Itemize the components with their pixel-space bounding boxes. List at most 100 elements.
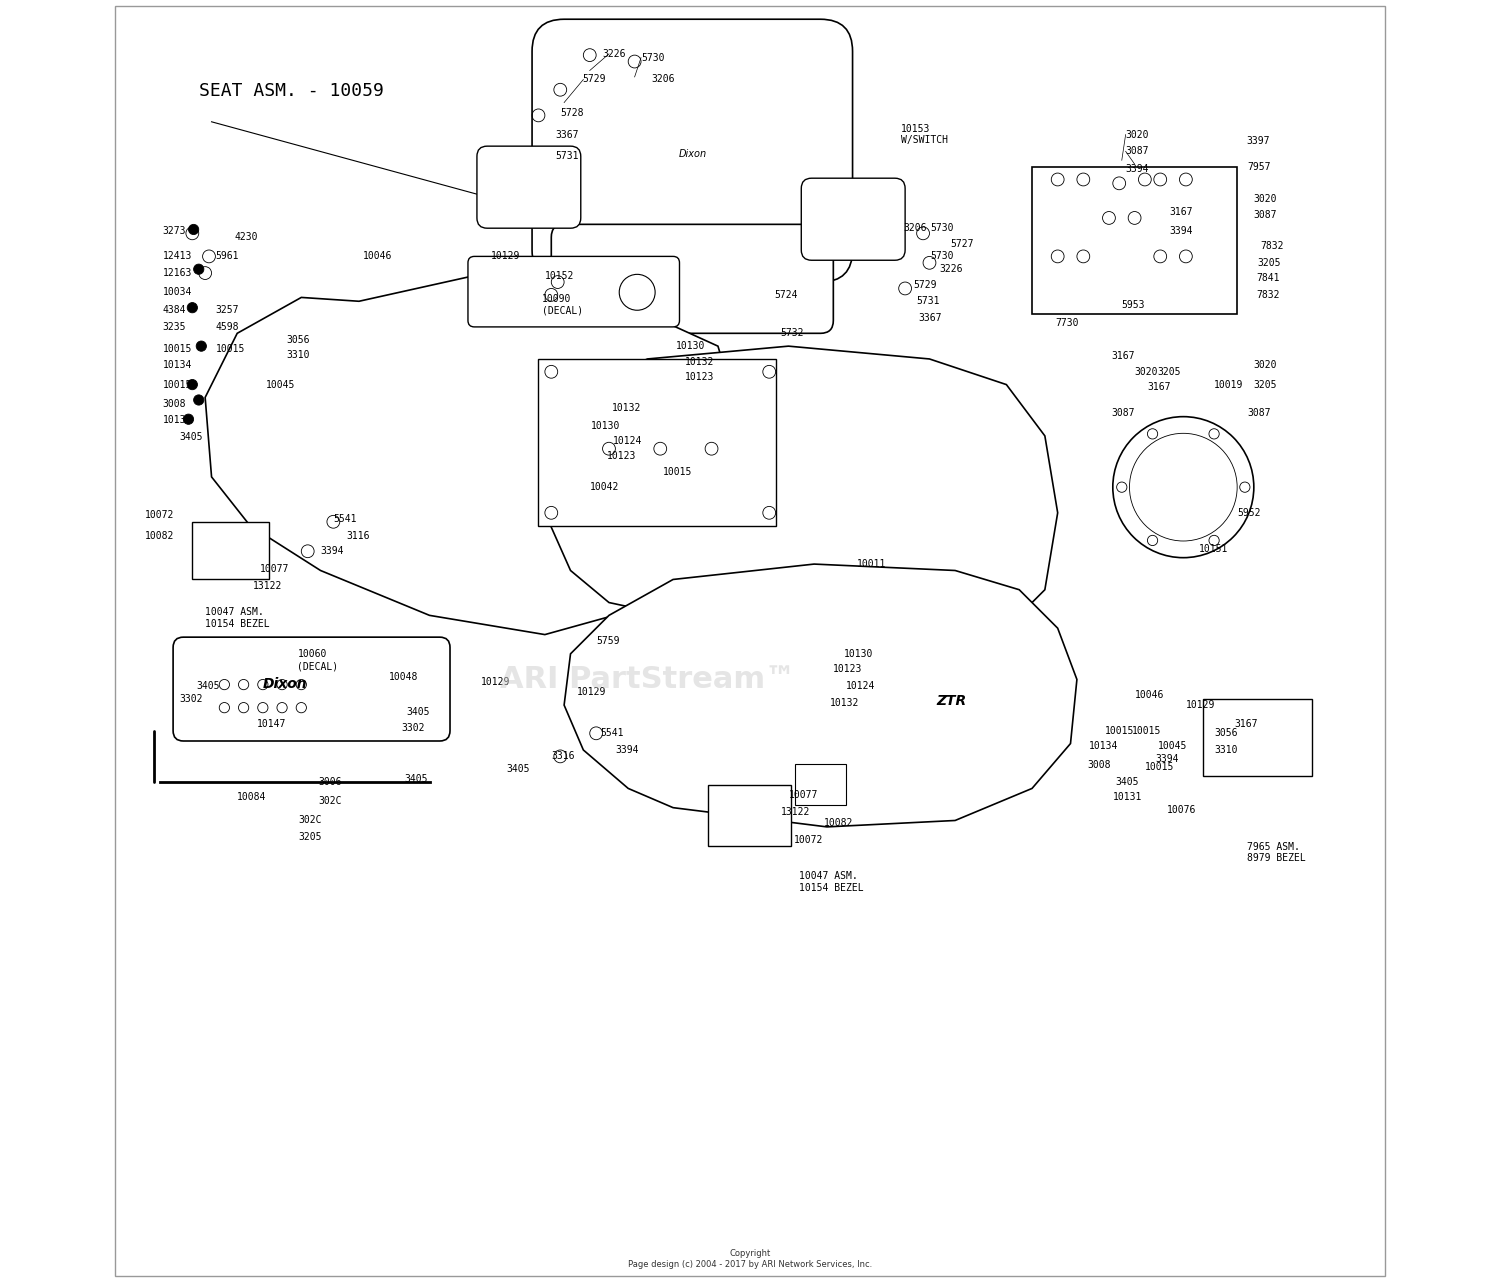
Text: 10015: 10015 <box>1144 762 1174 772</box>
Circle shape <box>194 395 204 405</box>
Text: 3206: 3206 <box>904 223 927 233</box>
Text: 3020: 3020 <box>1134 367 1158 377</box>
Text: 10047 ASM.
10154 BEZEL: 10047 ASM. 10154 BEZEL <box>798 872 864 892</box>
FancyBboxPatch shape <box>468 256 680 327</box>
Text: 3226: 3226 <box>939 264 963 274</box>
Text: 10015: 10015 <box>216 344 244 354</box>
Text: 5730: 5730 <box>932 251 954 262</box>
Text: 5541: 5541 <box>600 728 624 738</box>
Text: 10124: 10124 <box>846 681 876 691</box>
Text: 3020: 3020 <box>1125 129 1149 140</box>
Text: ZTR: ZTR <box>936 694 966 708</box>
Text: 3405: 3405 <box>404 774 427 785</box>
Text: 10132: 10132 <box>830 697 860 708</box>
Text: 10072: 10072 <box>146 510 174 520</box>
Text: 3205: 3205 <box>1158 367 1180 377</box>
FancyBboxPatch shape <box>172 637 450 741</box>
Text: 3167: 3167 <box>1112 351 1136 362</box>
FancyBboxPatch shape <box>552 224 834 333</box>
Text: 3310: 3310 <box>1214 745 1237 755</box>
Bar <box>1203 699 1311 776</box>
Text: 3273: 3273 <box>164 226 186 236</box>
Text: 13122: 13122 <box>252 581 282 591</box>
Text: 3394: 3394 <box>1168 226 1192 236</box>
FancyBboxPatch shape <box>532 19 852 282</box>
Polygon shape <box>564 564 1077 827</box>
Text: 5727: 5727 <box>950 238 974 249</box>
Text: 3056: 3056 <box>286 335 309 345</box>
Text: 10123: 10123 <box>834 664 862 674</box>
Text: 10130: 10130 <box>591 420 621 431</box>
Text: 3257: 3257 <box>216 305 238 315</box>
Text: 3167: 3167 <box>1148 382 1172 392</box>
Text: 10015: 10015 <box>164 379 192 390</box>
Text: 10132: 10132 <box>612 403 640 413</box>
Text: 5961: 5961 <box>216 251 238 262</box>
Bar <box>795 764 846 805</box>
Text: 5731: 5731 <box>555 151 579 162</box>
Text: 10129: 10129 <box>490 251 520 262</box>
Text: 10130: 10130 <box>675 341 705 351</box>
Text: 3087: 3087 <box>1125 146 1149 156</box>
Text: 3006: 3006 <box>318 777 342 787</box>
FancyBboxPatch shape <box>801 178 904 260</box>
Text: 10084: 10084 <box>237 792 267 803</box>
Text: 10076: 10076 <box>1167 805 1196 815</box>
Text: 5953: 5953 <box>1122 300 1146 310</box>
Text: 10152: 10152 <box>544 271 574 281</box>
Text: 7965 ASM.
8979 BEZEL: 7965 ASM. 8979 BEZEL <box>1248 842 1306 863</box>
Text: 3405: 3405 <box>1116 777 1138 787</box>
Text: 7730: 7730 <box>1054 318 1078 328</box>
Text: 3087: 3087 <box>1112 408 1136 418</box>
Text: 3020: 3020 <box>1254 360 1278 370</box>
Text: 10034: 10034 <box>164 287 192 297</box>
Text: 3167: 3167 <box>1234 719 1258 729</box>
Text: 3116: 3116 <box>346 531 369 541</box>
Text: 5759: 5759 <box>596 636 619 646</box>
Text: 3405: 3405 <box>406 706 430 717</box>
Text: 10090
(DECAL): 10090 (DECAL) <box>543 295 584 315</box>
Text: 5731: 5731 <box>916 296 940 306</box>
Circle shape <box>188 303 198 313</box>
Text: 10015: 10015 <box>663 467 692 477</box>
Text: 3316: 3316 <box>552 751 574 762</box>
Text: 3394: 3394 <box>321 546 344 556</box>
Text: 5732: 5732 <box>782 328 804 338</box>
Text: Dixon: Dixon <box>678 149 706 159</box>
Text: 3008: 3008 <box>1088 760 1110 770</box>
Text: 3206: 3206 <box>651 74 675 85</box>
Text: 10082: 10082 <box>146 531 174 541</box>
Text: 10045: 10045 <box>1158 741 1186 751</box>
Bar <box>708 785 791 846</box>
Text: 3302: 3302 <box>402 723 424 733</box>
Text: 10011: 10011 <box>856 559 886 569</box>
Text: 3394: 3394 <box>1125 164 1149 174</box>
Text: 10077: 10077 <box>261 564 290 574</box>
Text: 4230: 4230 <box>234 232 258 242</box>
Text: 3205: 3205 <box>1254 379 1278 390</box>
Bar <box>538 359 776 526</box>
Text: 3008: 3008 <box>164 399 186 409</box>
Text: 3394: 3394 <box>1155 754 1179 764</box>
Circle shape <box>188 379 198 390</box>
Text: 3367: 3367 <box>918 313 942 323</box>
Text: 10134: 10134 <box>1089 741 1118 751</box>
Text: 4598: 4598 <box>216 322 238 332</box>
Text: 10147: 10147 <box>256 719 286 729</box>
Text: 3405: 3405 <box>180 432 203 442</box>
Text: 3205: 3205 <box>1257 258 1281 268</box>
Text: 7832: 7832 <box>1257 290 1280 300</box>
Text: 3367: 3367 <box>555 129 579 140</box>
Text: 10045: 10045 <box>266 379 296 390</box>
Text: 12163: 12163 <box>164 268 192 278</box>
Text: 5729: 5729 <box>914 279 936 290</box>
Text: 10046: 10046 <box>363 251 392 262</box>
Polygon shape <box>206 263 736 635</box>
Text: 3056: 3056 <box>1214 728 1237 738</box>
Text: 5724: 5724 <box>774 290 798 300</box>
Text: 10153
W/SWITCH: 10153 W/SWITCH <box>902 124 948 145</box>
Text: Copyright
Page design (c) 2004 - 2017 by ARI Network Services, Inc.: Copyright Page design (c) 2004 - 2017 by… <box>628 1249 872 1269</box>
Text: 3310: 3310 <box>286 350 309 360</box>
Text: 5729: 5729 <box>582 74 606 85</box>
Text: 3167: 3167 <box>1168 206 1192 217</box>
